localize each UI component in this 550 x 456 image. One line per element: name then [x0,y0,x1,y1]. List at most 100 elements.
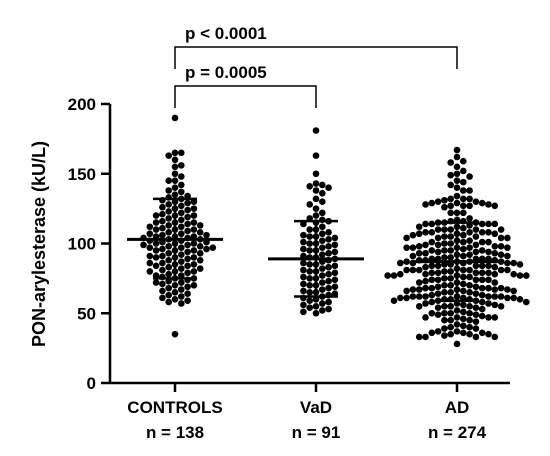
data-point [403,258,410,265]
data-point [497,226,505,233]
data-point [422,277,429,285]
data-point [312,302,320,310]
data-point [312,170,320,178]
data-point [203,231,210,239]
data-point [319,300,326,307]
data-point [190,282,198,289]
data-point [460,224,467,232]
y-ticks: 0 50 100 150 200 [68,95,110,393]
data-point [441,247,448,254]
data-point [159,245,166,253]
data-point [510,294,517,302]
data-point [184,241,191,249]
data-point [447,268,455,275]
data-point [397,294,404,302]
data-point [472,262,480,270]
data-point [300,231,307,239]
data-point [516,261,524,268]
data-point [300,259,307,267]
y-axis-title: PON-arylesterase (kU/L) [29,141,49,347]
data-point [453,328,461,335]
data-point [478,284,486,292]
data-point [325,298,332,306]
data-point [422,333,429,341]
data-point [453,192,461,200]
data-point [453,199,461,207]
data-point [472,241,480,249]
p-value-label: p < 0.0001 [185,24,267,43]
data-point [428,262,436,270]
data-point [466,302,473,310]
data-point [422,249,429,257]
data-point [178,162,185,169]
data-point [491,301,499,309]
data-point [312,195,320,203]
data-point [178,173,185,180]
data-point [331,234,339,242]
data-point [422,300,429,307]
data-point [209,244,217,251]
data-point [171,184,179,191]
data-point [428,291,436,299]
data-point [331,248,339,256]
data-point [453,163,461,171]
data-point [422,229,429,236]
comparisons: p = 0.0005 p < 0.0001 [174,24,458,108]
data-point [466,316,473,324]
data-point [466,202,473,210]
data-point [178,209,185,217]
data-point [491,314,499,321]
data-point [190,205,198,212]
data-point [472,248,480,256]
data-point [428,229,436,236]
data-point [384,272,392,279]
data-point [466,229,473,236]
data-point [447,302,455,310]
data-point [415,249,423,257]
data-point [403,266,410,274]
data-point [190,261,198,268]
data-point [422,241,429,249]
data-point [441,254,448,261]
data-point [390,272,398,279]
data-point [165,270,172,278]
data-point [472,226,480,233]
data-point [184,269,191,277]
data-point [325,229,332,236]
data-point [325,236,332,243]
data-point [485,269,492,277]
data-point [466,195,473,203]
n-label: n = 91 [292,423,341,442]
data-point [447,282,455,289]
data-point [428,238,436,246]
data-point [415,223,423,231]
groups: CONTROLS n = 138 VaD n = 91 AD n = 274 [127,114,530,442]
data-point [415,242,423,250]
data-point [428,329,436,337]
data-point [504,234,511,242]
data-point [460,238,467,246]
data-point [152,219,160,226]
data-point [159,252,166,260]
data-point [478,229,486,236]
data-point [504,252,511,260]
data-point [447,209,455,217]
data-point [159,266,166,274]
bracket-line [174,46,458,69]
data-point [306,289,314,296]
data-point [497,266,505,274]
data-point [516,272,524,279]
data-point [460,209,467,217]
data-point [325,284,332,292]
data-point [415,302,423,310]
data-point [171,149,179,157]
data-point [190,240,198,247]
data-point [171,114,179,122]
data-point [312,127,320,134]
data-point [466,237,473,245]
data-point [196,242,204,250]
data-point [325,184,332,191]
data-point [460,287,467,295]
data-point [415,286,423,293]
data-point [319,237,326,245]
